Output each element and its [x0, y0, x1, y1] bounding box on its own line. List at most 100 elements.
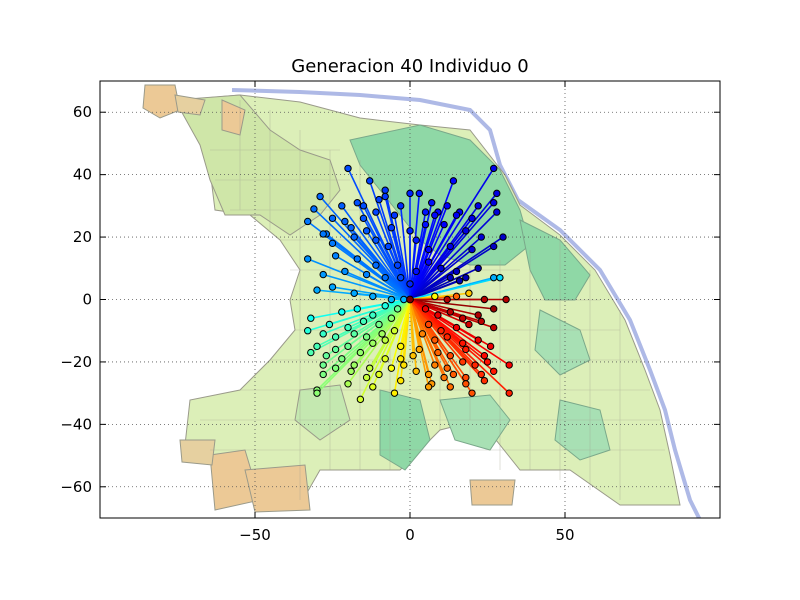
data-point-141: [397, 355, 405, 363]
data-point-138: [350, 361, 358, 369]
data-point-98: [325, 320, 334, 329]
data-point-84: [480, 295, 489, 304]
data-point-30: [490, 199, 498, 207]
data-point-3: [381, 192, 389, 201]
data-point-56: [372, 261, 380, 269]
connection-line-176: [409, 298, 510, 394]
connection-line-157: [409, 299, 455, 375]
data-point-99: [344, 323, 352, 332]
connection-line-65: [366, 273, 411, 301]
x-tick-label-1: 0: [405, 526, 415, 544]
data-point-121: [486, 342, 495, 351]
data-point-35: [362, 227, 371, 235]
data-point-114: [378, 330, 386, 338]
connection-line-153: [390, 299, 411, 369]
data-point-92: [434, 311, 442, 319]
data-point-143: [431, 361, 439, 369]
connection-line-167: [409, 299, 452, 388]
data-point-95: [474, 311, 482, 319]
data-point-131: [446, 351, 454, 360]
data-point-51: [468, 245, 476, 254]
data-point-167: [446, 383, 454, 391]
data-point-93: [446, 308, 454, 316]
y-tick-label-1: 40: [73, 166, 92, 184]
data-point-46: [372, 236, 380, 244]
data-point-73: [496, 273, 504, 282]
connection-line-49: [409, 249, 430, 300]
data-point-157: [449, 370, 458, 379]
data-point-61: [452, 267, 461, 276]
data-point-52: [490, 242, 498, 251]
data-point-20: [310, 205, 318, 213]
data-point-1: [366, 177, 374, 185]
data-point-116: [418, 330, 427, 338]
data-point-154: [400, 361, 408, 369]
connection-line-51: [409, 248, 473, 301]
data-point-74: [313, 286, 321, 294]
data-point-77: [369, 292, 377, 301]
data-point-127: [381, 336, 389, 344]
data-point-60: [437, 264, 445, 272]
data-point-14: [428, 199, 436, 207]
connection-line-95: [409, 298, 479, 316]
connection-line-73: [409, 276, 501, 301]
data-point-142: [409, 351, 417, 360]
data-point-109: [304, 327, 312, 335]
connection-lines: [307, 167, 510, 400]
data-point-78: [387, 295, 396, 304]
data-point-161: [319, 370, 327, 379]
connection-line-64: [344, 270, 411, 301]
data-point-36: [387, 224, 396, 232]
data-point-153: [387, 364, 396, 372]
data-point-168: [462, 380, 470, 388]
data-point-107: [477, 317, 485, 326]
data-point-136: [322, 351, 330, 360]
connection-line-172: [359, 299, 411, 400]
y-tick-label-5: −40: [60, 415, 92, 433]
data-point-174: [424, 383, 433, 391]
data-point-147: [483, 358, 492, 366]
data-point-169: [480, 376, 489, 385]
data-point-102: [387, 314, 396, 322]
data-point-165: [412, 367, 420, 375]
data-point-133: [480, 351, 489, 360]
data-point-41: [477, 233, 485, 241]
data-point-171: [313, 389, 321, 397]
data-point-79: [400, 295, 408, 304]
data-point-149: [331, 364, 340, 372]
y-tick-label-2: 20: [73, 228, 92, 246]
data-point-158: [462, 373, 470, 382]
data-point-16: [443, 202, 451, 210]
data-point-94: [459, 314, 467, 322]
data-point-45: [350, 233, 358, 241]
data-point-148: [319, 361, 327, 369]
connection-line-69: [409, 276, 451, 301]
data-point-28: [452, 211, 461, 219]
data-point-137: [338, 355, 346, 363]
connection-line-135: [310, 298, 411, 354]
data-point-144: [443, 364, 451, 372]
data-point-118: [443, 333, 451, 341]
data-point-145: [459, 358, 467, 366]
data-point-71: [462, 273, 470, 282]
data-point-126: [369, 339, 377, 347]
connection-line-162: [347, 299, 411, 385]
data-point-156: [440, 373, 448, 382]
data-point-7: [490, 164, 498, 173]
data-point-115: [390, 327, 399, 335]
data-point-89: [381, 302, 389, 310]
data-point-32: [304, 217, 312, 226]
background-map: [142, 84, 702, 518]
data-point-105: [452, 323, 461, 332]
data-point-23: [359, 214, 368, 223]
connection-line-171: [316, 298, 411, 394]
data-point-37: [406, 227, 414, 235]
connection-line-110: [322, 298, 411, 335]
data-point-82: [452, 292, 461, 301]
data-point-85: [502, 295, 510, 304]
data-point-54: [331, 252, 340, 260]
data-point-12: [375, 195, 383, 204]
data-point-140: [381, 355, 389, 363]
data-point-111: [331, 333, 340, 341]
